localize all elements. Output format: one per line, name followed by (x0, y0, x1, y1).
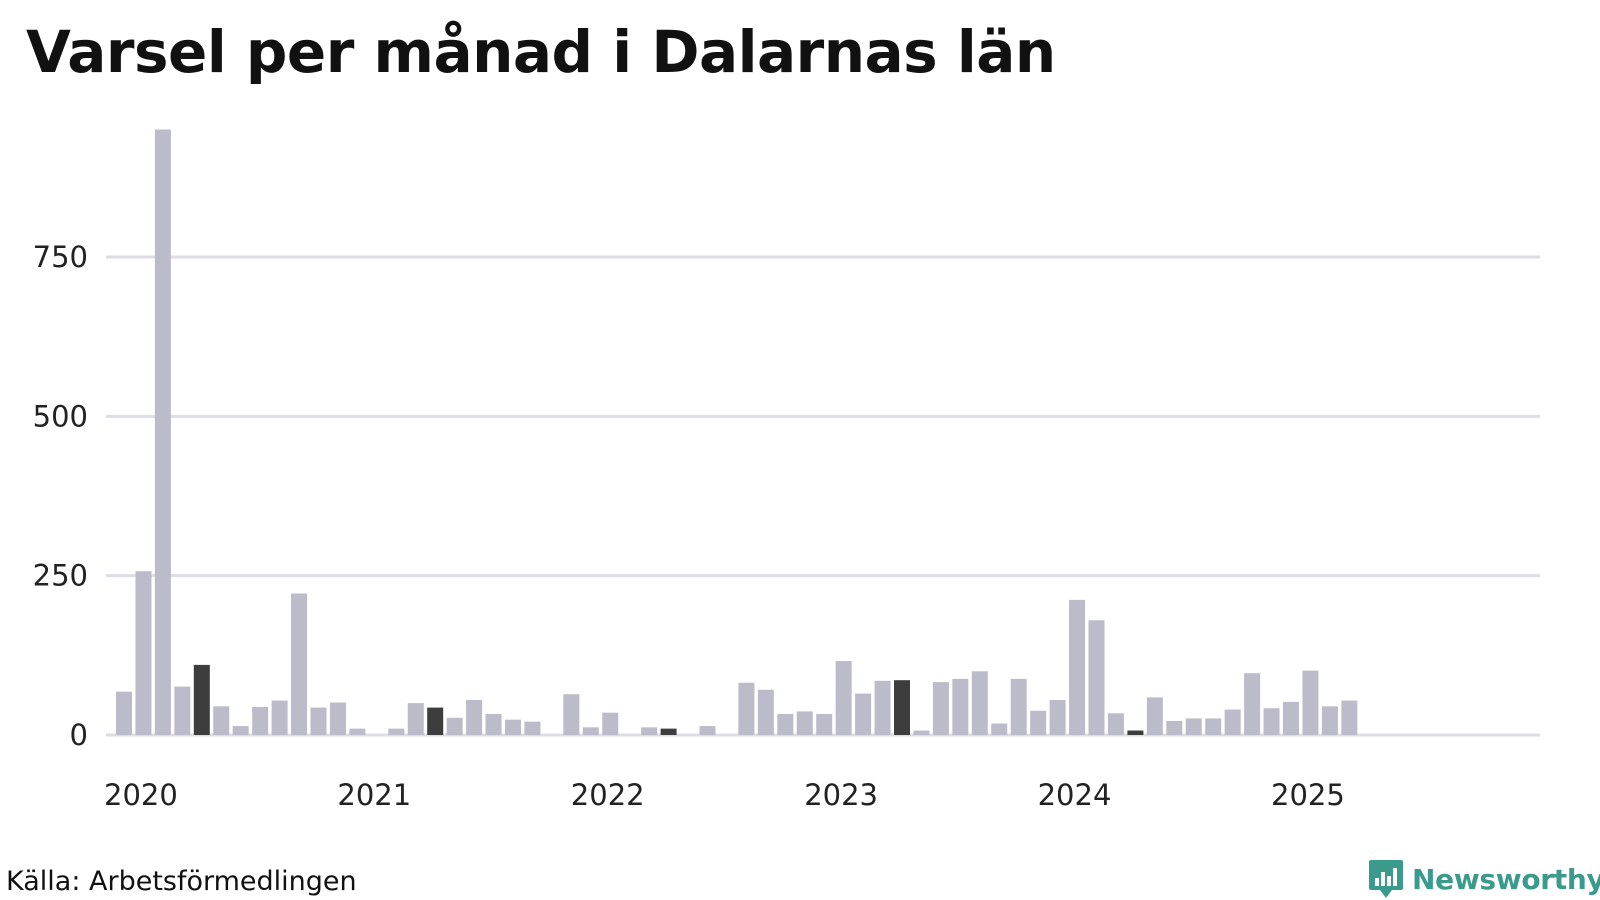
bar-2020-05 (193, 664, 210, 735)
bar-2021-09 (505, 719, 521, 735)
bar-2022-02 (602, 712, 619, 735)
x-tick-label: 2021 (337, 778, 411, 812)
bar-2021-10 (524, 721, 541, 735)
bars (116, 129, 1358, 735)
bar-2020-06 (213, 706, 230, 735)
y-tick-label: 0 (70, 718, 88, 752)
bar-2022-09 (738, 682, 755, 735)
bar-2022-01 (582, 727, 599, 735)
bar-2021-03 (388, 728, 405, 735)
bar-2025-01 (1283, 701, 1299, 735)
bar-2020-10 (291, 593, 308, 735)
bar-2021-12 (563, 694, 580, 735)
bar-2023-01 (816, 713, 833, 735)
x-tick-label: 2023 (804, 778, 878, 812)
bar-2022-10 (757, 689, 774, 735)
bar-2023-02 (835, 661, 852, 735)
x-tick-label: 2025 (1271, 778, 1345, 812)
bar-2024-03 (1088, 620, 1105, 735)
bar-2024-10 (1224, 709, 1241, 735)
bar-2023-06 (913, 730, 930, 735)
bar-2023-03 (855, 693, 872, 735)
bar-2020-09 (271, 700, 288, 735)
bar-2020-11 (310, 707, 327, 735)
x-axis-ticks: 2020 2021 2022 2023 2024 2025 (104, 778, 1345, 812)
bar-2023-12 (1030, 710, 1047, 735)
bar-2023-04 (874, 680, 891, 735)
bar-2021-06 (446, 717, 463, 735)
bar-2020-08 (252, 706, 269, 735)
bar-2022-05 (660, 728, 677, 735)
chart-title: Varsel per månad i Dalarnas län (26, 18, 1056, 86)
bar-2021-08 (485, 713, 502, 735)
bar-chart-badge-icon (1369, 860, 1403, 898)
bar-2020-02 (135, 571, 152, 735)
bar-2020-04 (174, 686, 191, 735)
bar-2025-02 (1302, 670, 1319, 735)
x-tick-label: 2024 (1038, 778, 1112, 812)
bar-2024-04 (1107, 713, 1124, 735)
bar-2022-12 (796, 711, 813, 735)
bar-2023-08 (952, 678, 969, 735)
bar-2025-04 (1341, 700, 1358, 735)
bar-2021-01 (349, 728, 366, 735)
bar-2023-09 (971, 671, 988, 735)
bar-2024-02 (1069, 599, 1086, 735)
newsworthy-logo[interactable]: Newsworthy (1368, 858, 1600, 900)
bar-2024-05 (1127, 730, 1144, 735)
bar-2024-12 (1263, 708, 1280, 735)
bar-2020-07 (232, 726, 249, 735)
bar-2025-03 (1321, 706, 1338, 735)
y-axis-ticks: 0 250 500 750 (33, 240, 88, 752)
bar-2020-12 (329, 702, 346, 735)
bar-2022-07 (699, 726, 716, 735)
brand-name: Newsworthy (1412, 862, 1600, 896)
bar-2024-08 (1185, 718, 1202, 735)
grid-lines (106, 255, 1540, 737)
bar-2023-11 (1010, 678, 1027, 735)
bar-2024-11 (1244, 673, 1261, 735)
source-label: Källa: Arbetsförmedlingen (6, 866, 357, 897)
bar-2023-05 (894, 680, 910, 735)
bar-2024-09 (1205, 718, 1222, 735)
bar-2021-04 (407, 703, 424, 735)
bar-2020-03 (154, 129, 171, 735)
bar-2023-07 (932, 682, 949, 735)
y-tick-label: 500 (33, 399, 88, 433)
bar-2021-05 (427, 707, 444, 735)
y-tick-label: 250 (33, 559, 88, 593)
bar-2020-01 (116, 691, 132, 735)
x-tick-label: 2020 (104, 778, 178, 812)
bar-2024-01 (1049, 699, 1066, 735)
bar-2024-06 (1146, 697, 1163, 735)
bar-2021-07 (466, 699, 483, 735)
bar-2024-07 (1166, 720, 1183, 735)
bar-2022-04 (641, 727, 658, 735)
y-tick-label: 750 (33, 240, 88, 274)
bar-2023-10 (991, 723, 1008, 735)
bar-2022-11 (777, 713, 794, 735)
x-tick-label: 2022 (571, 778, 645, 812)
